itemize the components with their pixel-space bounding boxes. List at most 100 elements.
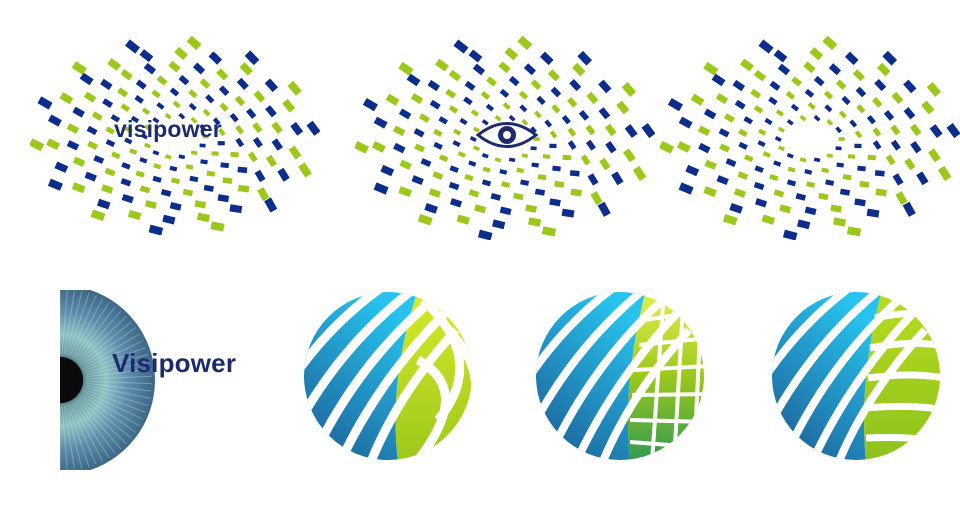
burst-tile [464, 80, 476, 91]
burst-tile [549, 130, 558, 139]
burst-tile [398, 108, 412, 120]
burst-tile [72, 106, 85, 118]
burst-tile [438, 154, 449, 163]
logo-burst-plain [660, 30, 960, 240]
burst-tile [477, 229, 493, 240]
burst-tile [743, 116, 754, 125]
burst-tile [235, 137, 245, 148]
burst-tile [871, 97, 883, 108]
burst-tile [521, 153, 529, 158]
wordmark-visipower-capitalized: Visipower [112, 348, 237, 378]
burst-tile [264, 197, 278, 213]
burst-tile [779, 204, 792, 214]
burst-tile [178, 154, 186, 160]
burst-tile [432, 171, 444, 180]
burst-tile [494, 114, 502, 122]
burst-tile [598, 107, 611, 120]
burst-tile [54, 161, 69, 173]
burst-tile [30, 138, 45, 152]
burst-tile [406, 73, 421, 87]
burst-tile [449, 165, 459, 173]
burst-tile [47, 178, 63, 191]
iris-ray [84, 388, 147, 414]
burst-tile [937, 165, 952, 181]
burst-tile [188, 102, 197, 111]
burst-tile [46, 138, 61, 151]
burst-tile [874, 170, 885, 177]
burst-tile [237, 184, 250, 193]
burst-tile [271, 121, 283, 134]
burst-tile [551, 104, 561, 114]
burst-tile [481, 153, 489, 159]
burst-tile [287, 80, 302, 96]
logo-burst-eye [355, 30, 655, 240]
burst-tile [890, 124, 901, 136]
burst-tile [809, 47, 824, 61]
burst-tile [230, 151, 239, 158]
logo-globe-grid [534, 290, 706, 462]
burst-tile [83, 91, 97, 103]
burst-tile [172, 100, 181, 109]
iris-ray [69, 295, 97, 357]
burst-tile [424, 203, 438, 214]
burst-tile [399, 159, 412, 170]
burst-tile [753, 181, 765, 191]
burst-tile [252, 137, 263, 148]
burst-tile [508, 75, 520, 87]
iris-ray [84, 386, 149, 407]
burst-tile [93, 155, 105, 164]
burst-tile [47, 114, 62, 127]
burst-tile [189, 175, 199, 183]
burst-tile [121, 193, 134, 204]
burst-tile [393, 142, 406, 154]
burst-tile [468, 49, 483, 63]
logo-globe-bands [770, 290, 942, 462]
burst-tile [234, 95, 246, 107]
burst-tile [547, 69, 560, 82]
burst-tile [786, 153, 794, 159]
globe-icon [304, 292, 472, 460]
burst-tile [135, 170, 145, 178]
burst-tile [139, 185, 151, 194]
iris-ray [65, 290, 83, 355]
iris-ray [61, 405, 68, 470]
burst-tile [141, 107, 151, 115]
burst-tile [830, 204, 843, 213]
burst-tile [481, 119, 489, 126]
burst-tile [743, 154, 754, 163]
burst-tile [200, 159, 208, 165]
burst-tile [144, 199, 157, 209]
burst-tile [265, 154, 278, 168]
burst-tile [835, 79, 847, 90]
burst-tile [448, 181, 460, 191]
burst-tile [525, 204, 538, 213]
burst-tile [169, 202, 182, 211]
burst-tile [823, 90, 834, 100]
burst-tile [846, 226, 862, 237]
burst-tile [188, 89, 198, 99]
burst-tile [216, 68, 229, 81]
burst-tile [239, 62, 253, 76]
iris-ray [76, 310, 122, 361]
burst-tile [604, 123, 617, 137]
burst-tile [852, 69, 865, 82]
burst-tile [892, 173, 904, 186]
burst-tile [253, 90, 266, 103]
burst-tile [797, 219, 811, 230]
iris-ray [82, 392, 140, 427]
burst-tile [722, 214, 738, 226]
burst-tile [101, 184, 114, 194]
burst-tile [855, 86, 867, 98]
burst-tile [452, 140, 461, 148]
burst-tile [385, 93, 400, 106]
burst-tile [549, 198, 561, 207]
burst-tile [170, 177, 181, 185]
burst-tile [105, 126, 115, 135]
burst-tile [418, 113, 430, 123]
burst-tile [561, 114, 571, 125]
burst-tile [778, 126, 785, 133]
burst-tile [168, 60, 181, 73]
burst-tile [410, 93, 424, 105]
burst-tile [199, 143, 206, 148]
burst-tile [530, 126, 537, 134]
